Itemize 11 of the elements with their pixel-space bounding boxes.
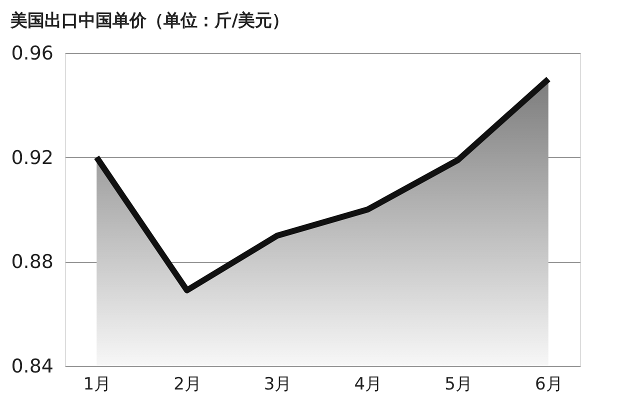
x-tick-label: 1月 [83, 374, 112, 394]
chart-title: 美国出口中国单价（单位：斤/美元） [10, 11, 289, 31]
x-tick-label: 2月 [174, 374, 202, 394]
y-tick-label: 0.96 [11, 42, 54, 64]
x-tick-label: 5月 [444, 374, 472, 394]
x-tick-label: 6月 [534, 374, 563, 394]
y-tick-label: 0.84 [11, 356, 54, 378]
y-tick-label: 0.88 [11, 251, 54, 274]
y-tick-label: 0.92 [11, 146, 54, 169]
x-tick-label: 4月 [354, 374, 382, 394]
x-tick-label: 3月 [264, 374, 292, 394]
